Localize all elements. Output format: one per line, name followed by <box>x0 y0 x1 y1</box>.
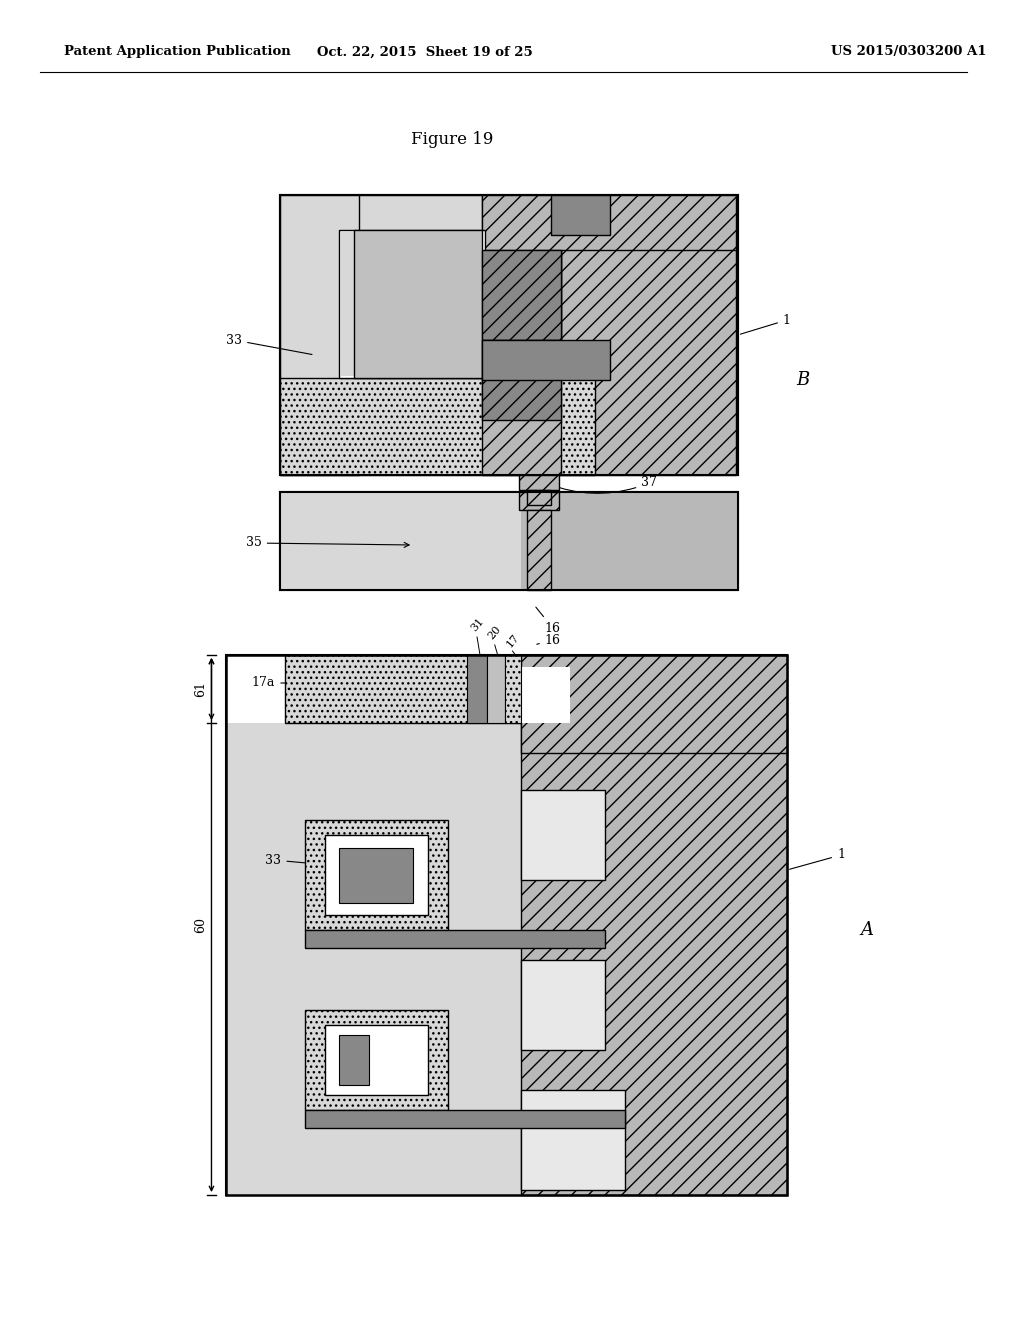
Text: B: B <box>797 371 810 389</box>
Bar <box>521 492 737 590</box>
Text: 33: 33 <box>226 334 312 355</box>
Bar <box>339 847 413 903</box>
Bar <box>482 378 561 475</box>
Bar <box>339 230 485 378</box>
Bar <box>482 655 521 723</box>
Bar <box>281 195 359 475</box>
Bar <box>305 1110 625 1129</box>
Bar <box>226 655 786 1195</box>
Bar <box>305 1010 447 1110</box>
Bar <box>305 931 605 948</box>
Bar <box>281 492 737 590</box>
Bar <box>281 195 551 249</box>
Text: 35: 35 <box>246 536 410 549</box>
Bar <box>551 195 610 235</box>
Bar <box>354 230 482 378</box>
Bar <box>226 655 786 1195</box>
Text: Oct. 22, 2015  Sheet 19 of 25: Oct. 22, 2015 Sheet 19 of 25 <box>317 45 532 58</box>
Bar <box>305 820 447 931</box>
Bar <box>281 492 737 590</box>
Bar <box>482 341 610 380</box>
Text: 16: 16 <box>536 607 561 635</box>
Bar <box>521 1090 625 1191</box>
Text: 20: 20 <box>486 624 503 642</box>
Bar <box>505 655 521 723</box>
Bar <box>482 249 561 341</box>
Text: Patent Application Publication: Patent Application Publication <box>63 45 291 58</box>
Bar <box>482 341 561 420</box>
Bar <box>486 655 505 723</box>
Bar <box>519 492 559 510</box>
Bar <box>281 492 521 590</box>
Text: Figure 19: Figure 19 <box>412 132 494 149</box>
Bar <box>521 655 786 752</box>
Bar <box>341 232 483 376</box>
Text: 37: 37 <box>549 477 657 494</box>
Bar <box>527 490 551 506</box>
Bar <box>521 655 786 1195</box>
Bar <box>467 655 486 723</box>
Text: 17a: 17a <box>252 676 350 689</box>
Bar <box>281 195 737 475</box>
Bar <box>482 195 736 249</box>
Bar <box>527 510 551 590</box>
Text: 33: 33 <box>265 854 381 870</box>
Bar <box>521 723 786 1195</box>
Bar <box>521 789 605 880</box>
Text: A: A <box>860 921 873 939</box>
Bar <box>482 195 561 405</box>
Bar <box>286 655 482 723</box>
Bar <box>281 195 737 475</box>
Bar <box>281 195 531 475</box>
Bar <box>482 667 570 723</box>
Text: 1: 1 <box>790 849 845 870</box>
Text: 31: 31 <box>469 616 485 634</box>
Bar <box>521 960 605 1049</box>
Bar <box>281 378 595 475</box>
Text: 17: 17 <box>504 632 521 649</box>
Text: 1: 1 <box>740 314 791 334</box>
Text: US 2015/0303200 A1: US 2015/0303200 A1 <box>831 45 987 58</box>
Bar <box>325 1026 428 1096</box>
Bar <box>561 195 736 475</box>
Text: 16: 16 <box>537 634 561 647</box>
Text: 60: 60 <box>195 917 208 933</box>
Bar <box>226 723 521 1195</box>
Text: 61: 61 <box>195 681 208 697</box>
Bar <box>325 836 428 915</box>
Bar <box>519 475 559 490</box>
Bar <box>339 1035 369 1085</box>
